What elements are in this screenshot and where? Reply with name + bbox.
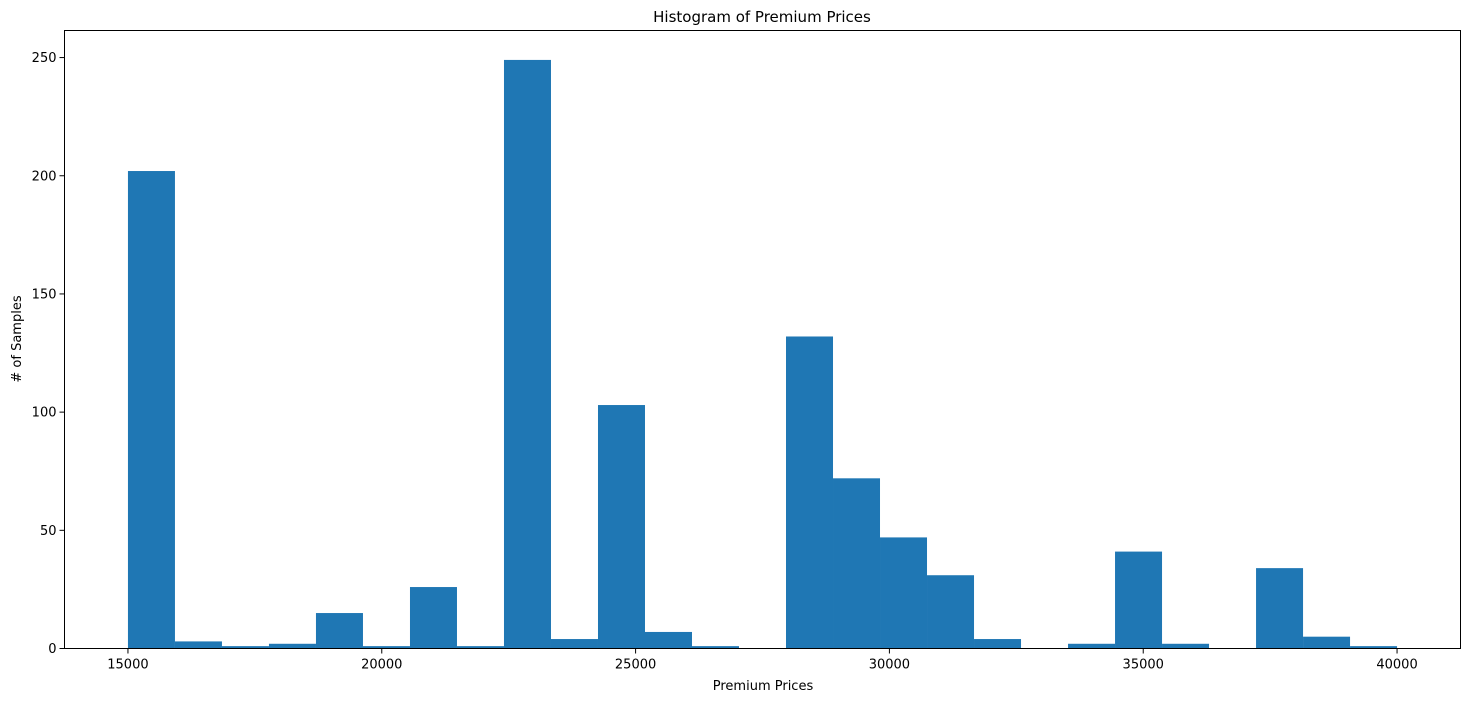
- x-tick-label: 35000: [1123, 658, 1164, 673]
- histogram-bar: [362, 646, 410, 649]
- y-tick-label: 200: [32, 169, 57, 184]
- chart-title: Histogram of Premium Prices: [653, 8, 871, 26]
- histogram-bar: [1162, 643, 1210, 649]
- x-tick-label: 15000: [107, 658, 148, 673]
- y-tick-label: 50: [40, 524, 57, 539]
- x-tick-label: 25000: [615, 658, 656, 673]
- histogram-bar: [927, 575, 975, 649]
- histogram-bar: [786, 336, 834, 649]
- histogram-bar: [550, 639, 598, 649]
- histogram-bar: [1068, 643, 1116, 649]
- histogram-bar: [268, 643, 316, 649]
- histogram-bar: [174, 641, 222, 649]
- y-tick-label: 100: [32, 406, 57, 421]
- x-axis: 15000 20000 25000 30000 35000 40000: [107, 648, 1418, 673]
- histogram-bar: [691, 646, 740, 649]
- histogram-bar: [880, 537, 928, 649]
- x-tick-label: 20000: [361, 658, 402, 673]
- x-tick-label: 40000: [1376, 658, 1417, 673]
- bars-group: [127, 59, 1398, 649]
- histogram-bar: [974, 639, 1022, 649]
- histogram-bar: [1256, 568, 1304, 649]
- histogram-bar: [644, 631, 692, 649]
- histogram-bar: [597, 405, 645, 649]
- y-axis-label: # of Samples: [10, 295, 25, 382]
- x-axis-label: Premium Prices: [713, 679, 814, 694]
- histogram-bar: [456, 646, 504, 649]
- y-axis: 0 50 100 150 200 250: [32, 51, 65, 657]
- histogram-bar: [221, 646, 269, 649]
- histogram-bar: [1303, 636, 1351, 649]
- y-tick-label: 150: [32, 287, 57, 302]
- plot-frame: [64, 30, 1461, 649]
- y-tick-label: 0: [48, 642, 56, 657]
- y-tick-label: 250: [32, 51, 57, 66]
- histogram-bar: [315, 613, 363, 649]
- histogram-bar: [1115, 551, 1163, 649]
- histogram-bar: [1350, 646, 1398, 649]
- histogram-bar: [833, 478, 881, 649]
- histogram-bar: [127, 171, 175, 649]
- histogram-bar: [503, 59, 551, 649]
- x-tick-label: 30000: [869, 658, 910, 673]
- histogram-bar: [409, 587, 457, 649]
